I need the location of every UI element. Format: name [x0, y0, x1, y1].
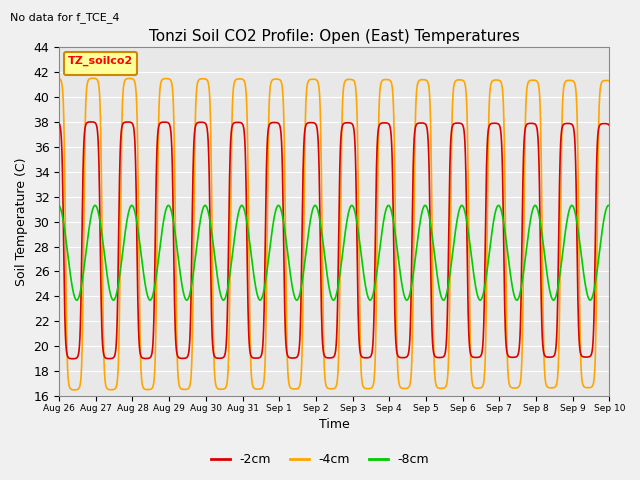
Text: No data for f_TCE_4: No data for f_TCE_4: [10, 12, 119, 23]
Legend: : [64, 52, 137, 75]
Y-axis label: Soil Temperature (C): Soil Temperature (C): [15, 157, 28, 286]
Title: Tonzi Soil CO2 Profile: Open (East) Temperatures: Tonzi Soil CO2 Profile: Open (East) Temp…: [148, 29, 520, 44]
X-axis label: Time: Time: [319, 419, 349, 432]
Legend: -2cm, -4cm, -8cm: -2cm, -4cm, -8cm: [206, 448, 434, 471]
